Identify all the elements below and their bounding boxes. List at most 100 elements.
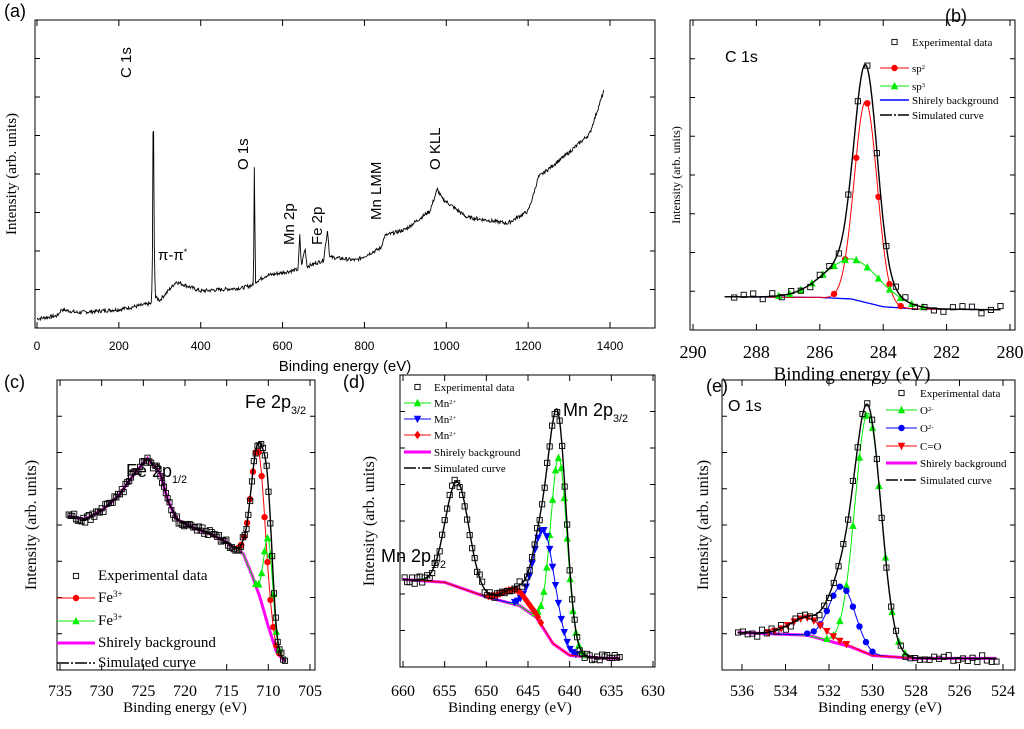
experimental-data-point — [122, 480, 129, 487]
experimental-data-point — [949, 304, 956, 311]
legend-square-icon — [898, 389, 905, 397]
experimental-data-point — [782, 626, 789, 633]
component-marker-2 — [534, 612, 542, 622]
experimental-data-point — [845, 191, 852, 198]
experimental-data-point — [269, 553, 276, 560]
y-axis-label: Intensity (arb. units) — [23, 460, 40, 590]
experimental-data-point — [892, 283, 899, 290]
experimental-data-point — [459, 491, 466, 498]
peak-annotation-subscript: 3/2 — [291, 405, 306, 417]
legend-entry: Shirely background — [912, 95, 999, 107]
legend-entry: sp3 — [912, 81, 926, 93]
experimental-data-point — [807, 284, 814, 291]
component-marker-1 — [863, 263, 872, 271]
experimental-data-point — [576, 647, 583, 654]
experimental-data-point — [441, 517, 448, 524]
y-axis-label: Intensity (arb. units) — [669, 126, 683, 224]
panel-title-text: O 1s — [728, 398, 762, 415]
experimental-data-point — [439, 531, 446, 538]
experimental-data-point — [102, 501, 109, 508]
experimental-data-point — [968, 303, 976, 310]
x-tick-label: 1400 — [597, 339, 624, 353]
component-marker-0 — [897, 302, 904, 310]
x-tick-label: 284 — [870, 342, 897, 362]
legend-square-icon — [891, 38, 898, 46]
x-tick-label: 1000 — [433, 339, 460, 353]
simulated-curve-line — [724, 63, 1001, 311]
component-marker-1 — [852, 255, 860, 264]
legend-marker-icon — [897, 405, 906, 414]
experimental-data-point — [111, 493, 118, 500]
peak-annotation-text: O 1s — [235, 138, 252, 170]
peak-annotation: Fe 2p — [309, 207, 326, 245]
experimental-data-point — [466, 532, 473, 539]
shirley-background-line — [737, 631, 997, 660]
legend-entry: Mn2+ — [434, 414, 457, 426]
experimental-data-point — [274, 638, 281, 645]
experimental-data-point — [854, 98, 861, 105]
experimental-data-point — [911, 303, 918, 310]
x-tick-label: 1200 — [515, 339, 542, 353]
experimental-data-point — [797, 287, 804, 294]
x-tick-label: 640 — [558, 683, 582, 700]
experimental-data-point — [65, 511, 72, 518]
legend-entry-superscript: 2- — [928, 406, 934, 413]
experimental-data-point — [419, 579, 426, 586]
peak-annotation-text: Mn 2p — [281, 203, 298, 245]
experimental-data-point — [559, 442, 566, 450]
peak-annotation-text: π-π — [158, 247, 184, 264]
peak-annotation: Fe 2p3/2 — [245, 392, 306, 417]
legend-entry: Fe3+ — [98, 589, 123, 606]
simulated-curve-line — [737, 403, 997, 660]
peak-annotation-text: Fe 2p — [245, 392, 291, 412]
x-tick-label: 645 — [516, 683, 540, 700]
component-marker-0 — [849, 521, 857, 529]
panel-title: C 1s — [725, 49, 758, 66]
panel-label: (a) — [4, 1, 26, 21]
component-marker-1 — [566, 645, 574, 654]
experimental-data-point — [124, 478, 131, 485]
legend-entry-text: Experimental data — [98, 568, 208, 584]
experimental-data-point — [940, 308, 947, 315]
experimental-data-point — [142, 459, 149, 466]
experimental-data-point — [544, 459, 551, 466]
component-marker-1 — [257, 568, 266, 577]
experimental-data-point — [534, 525, 541, 532]
component-marker-0 — [830, 290, 838, 298]
component-marker-0 — [855, 453, 864, 461]
experimental-data-point — [270, 590, 278, 597]
peak-annotation: Mn 2p — [281, 203, 298, 245]
experimental-data-point — [96, 509, 103, 516]
x-axis-label: Binding energy (eV) — [818, 700, 942, 716]
experimental-data-point — [247, 497, 254, 505]
experimental-data-point — [930, 307, 937, 314]
x-tick-label: 534 — [774, 683, 798, 700]
component-marker-0 — [836, 616, 844, 625]
peak-annotation-text: O KLL — [427, 127, 444, 170]
experimental-data-point — [731, 294, 738, 301]
experimental-data-point — [997, 302, 1004, 310]
experimental-data-point — [444, 505, 451, 512]
legend-entry: Simulated curve — [912, 110, 984, 122]
experimental-data-point — [280, 656, 287, 663]
component-marker-1 — [869, 648, 876, 655]
component-marker-1 — [885, 285, 894, 293]
component-marker-0 — [537, 601, 545, 609]
component-marker-1 — [522, 583, 531, 591]
legend-entry-text: C=O — [920, 441, 942, 453]
peak-annotation-text: Mn 2p — [381, 546, 431, 566]
experimental-data-point — [821, 602, 828, 609]
experimental-data-point — [788, 288, 795, 295]
legend-entry-text: Shirely background — [912, 95, 999, 107]
component-marker-2 — [816, 622, 824, 630]
y-axis-label: Intensity (arb. units) — [4, 113, 20, 235]
x-tick-label: 660 — [391, 683, 415, 700]
component-marker-2 — [823, 627, 831, 636]
experimental-data-point — [252, 450, 259, 457]
shirley-background-line — [724, 296, 1001, 311]
x-tick-label: 526 — [948, 683, 972, 700]
experimental-data-point — [835, 250, 842, 257]
experimental-data-point — [98, 505, 105, 512]
x-tick-label: 286 — [806, 342, 833, 362]
